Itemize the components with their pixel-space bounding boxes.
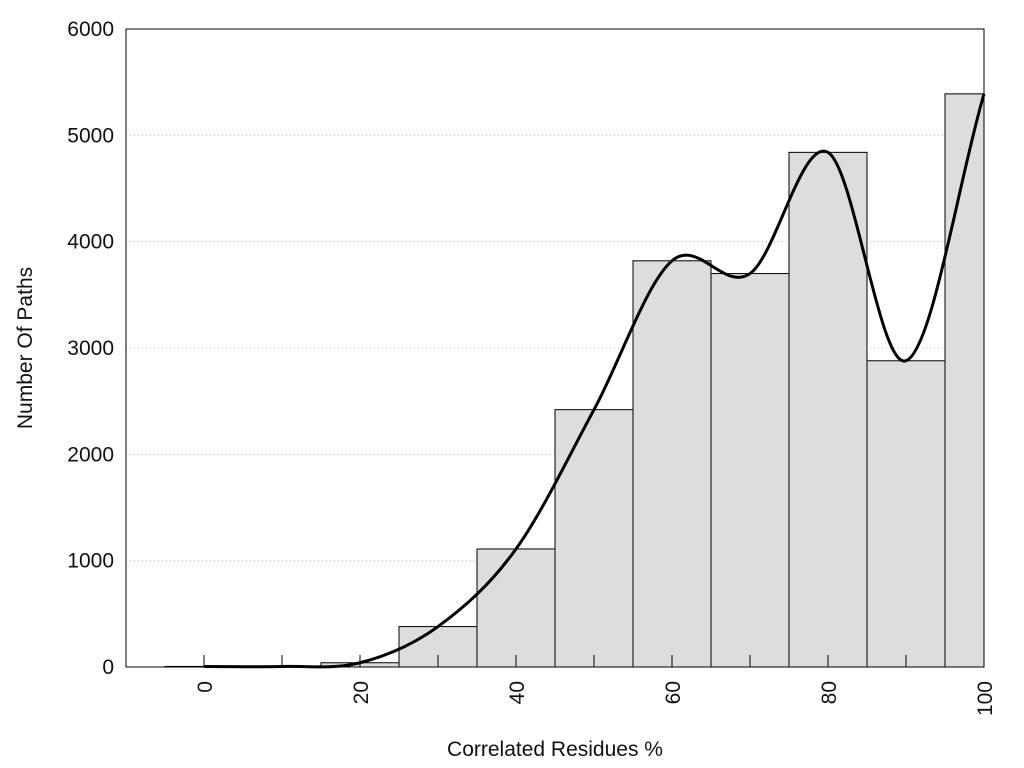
y-tick-label: 0 <box>102 656 114 679</box>
x-tick-label: 20 <box>350 681 373 704</box>
y-tick-label: 5000 <box>67 124 114 147</box>
bar <box>788 151 868 668</box>
y-axis-ticks: 0 1000 2000 3000 4000 5000 6000 <box>67 18 114 679</box>
bar <box>866 360 946 668</box>
bar <box>710 273 790 668</box>
bar <box>944 93 985 668</box>
y-tick-label: 6000 <box>67 18 114 41</box>
x-tick-label: 100 <box>974 681 997 716</box>
bar <box>476 548 556 668</box>
y-tick-label: 4000 <box>67 231 114 254</box>
x-tick-label: 80 <box>818 681 841 704</box>
y-tick-label: 3000 <box>67 337 114 360</box>
bar <box>632 260 712 668</box>
plot-frame <box>125 28 985 668</box>
x-tick-label: 40 <box>506 681 529 704</box>
x-tick-label: 60 <box>662 681 685 704</box>
y-tick-label: 2000 <box>67 443 114 466</box>
y-tick-label: 1000 <box>67 550 114 573</box>
y-axis-title: Number Of Paths <box>14 267 37 429</box>
smoothed-curve <box>203 93 986 669</box>
x-axis-ticks: 0 20 40 60 80 100 <box>194 655 997 716</box>
x-tick-label: 0 <box>194 681 217 693</box>
bars <box>164 93 985 668</box>
bar <box>554 409 634 668</box>
x-axis-title: Correlated Residues % <box>447 738 663 761</box>
